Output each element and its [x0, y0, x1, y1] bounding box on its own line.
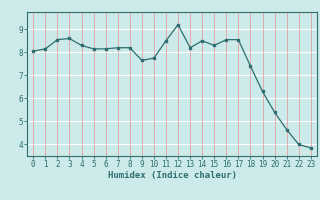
X-axis label: Humidex (Indice chaleur): Humidex (Indice chaleur): [108, 171, 236, 180]
